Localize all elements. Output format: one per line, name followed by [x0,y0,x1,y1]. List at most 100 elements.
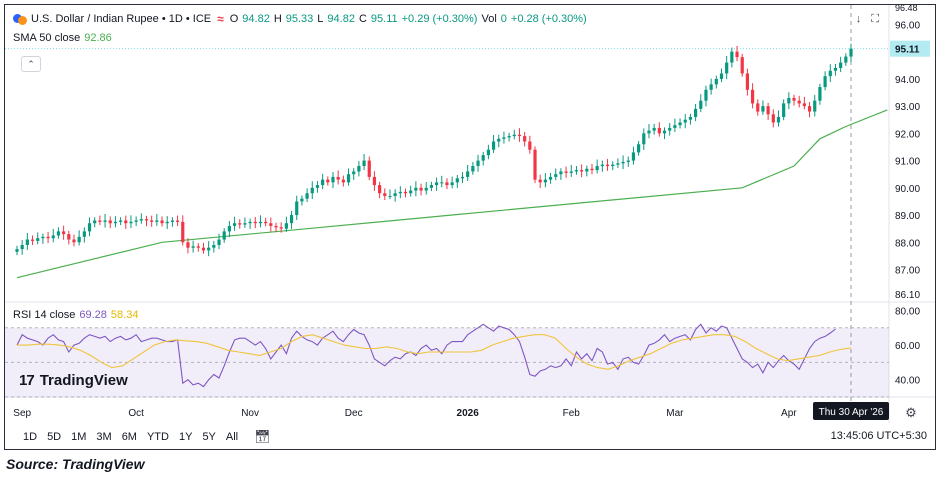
candle [719,73,724,79]
price-tick-label: 96.48 [895,5,918,13]
tradingview-logo-icon: 17 [19,372,35,389]
symbol-title[interactable]: U.S. Dollar / Indian Rupee • 1D • ICE [31,13,212,25]
candle [621,161,625,164]
ohlc-change: +0.29 (+0.30%) [401,13,478,25]
volume-label: Vol [481,13,497,25]
candle [248,221,252,224]
candle [626,160,630,162]
rsi-tick-label: 80.00 [895,306,920,317]
candle [782,103,786,118]
candle [305,193,309,199]
range-button-6m[interactable]: 6M [121,431,137,443]
candle [486,149,490,156]
price-tick-label: 94.00 [895,75,920,86]
utc-clock[interactable]: 13:45:06 UTC+5:30 [830,430,927,442]
calendar-icon[interactable]: 📅︎ [254,429,271,444]
candle [41,236,45,239]
candle [139,219,143,221]
candle [67,234,71,240]
candle [191,246,195,248]
time-tick-label: 2026 [457,408,480,419]
candle [207,247,211,251]
candle [652,127,656,131]
chevron-up-icon[interactable]: ⌃ [21,56,41,72]
candle [20,244,24,250]
range-button-5d[interactable]: 5D [47,431,62,443]
chart-top-icons: ↓ ⛶ [856,13,879,26]
candle [683,119,687,123]
candle [668,127,672,131]
candle [818,87,822,101]
candle [611,164,615,167]
ohlc-low: 94.82 [327,13,355,25]
range-button-all[interactable]: All [225,431,239,443]
candle [165,221,169,224]
candle [590,168,594,171]
settings-icon[interactable]: ⚙ [905,405,917,420]
currency-pair-icon [13,13,27,25]
volume-value: 0 [500,13,507,25]
time-tick-label: Nov [241,408,259,419]
candle [554,174,558,177]
date-badge [813,402,889,420]
tradingview-logo[interactable]: 17 TradingView [19,372,128,389]
candle [295,201,299,216]
candle [253,221,257,224]
candle [258,221,263,224]
tradingview-wordmark: TradingView [39,372,128,389]
candle [62,231,66,235]
candle [310,187,314,194]
range-button-5y[interactable]: 5Y [202,431,216,443]
range-button-ytd[interactable]: YTD [146,431,169,443]
candle [471,166,475,172]
candle [46,236,50,239]
candle [688,117,693,120]
candle [761,106,765,112]
sma-legend[interactable]: SMA 50 close 92.86 [13,32,112,44]
ohlc-open-label: O [229,13,239,25]
range-button-1y[interactable]: 1Y [178,431,193,443]
candle [77,236,81,243]
candle [637,144,641,153]
candle [481,155,485,161]
fullscreen-icon[interactable]: ⛶ [871,13,879,25]
candle [186,242,190,248]
candle [491,141,496,150]
candle [93,220,97,224]
eye-off-icon[interactable]: ≈ [217,12,224,26]
down-arrow-icon[interactable]: ↓ [855,13,862,25]
ohlc-low-label: L [317,13,324,25]
candle [595,166,599,171]
candle [543,179,547,183]
candle [315,185,320,188]
candle [300,198,304,202]
date-badge-label: Thu 30 Apr '26 [819,407,884,418]
candle [279,227,283,229]
rsi-tick-label: 40.00 [895,376,920,387]
candle [771,114,775,123]
candle [108,220,112,224]
candle [445,182,449,186]
candle [455,178,459,183]
time-tick-label: Mar [666,408,684,419]
candle [51,235,55,239]
candle [497,138,501,142]
price-tick-label: 89.00 [895,211,920,222]
rsi-ma-value: 58.34 [110,309,139,321]
candle [440,182,444,184]
range-button-1m[interactable]: 1M [71,431,87,443]
price-tick-label: 88.00 [895,238,920,249]
candle [134,220,138,222]
price-tick-label: 90.00 [895,184,920,195]
candle [419,187,423,191]
rsi-legend[interactable]: RSI 14 close 69.28 58.34 [13,309,138,321]
rsi-ma-line [17,334,852,370]
candle [274,225,278,228]
range-button-3m[interactable]: 3M [96,431,112,443]
candle [844,56,848,63]
candle [336,176,340,180]
candle [129,221,133,224]
chart-canvas[interactable]: 86.10 87.00 88.00 89.00 90.00 91.00 92.00 93.00… [5,5,935,449]
range-button-1d[interactable]: 1D [23,431,38,443]
candle [238,223,242,225]
